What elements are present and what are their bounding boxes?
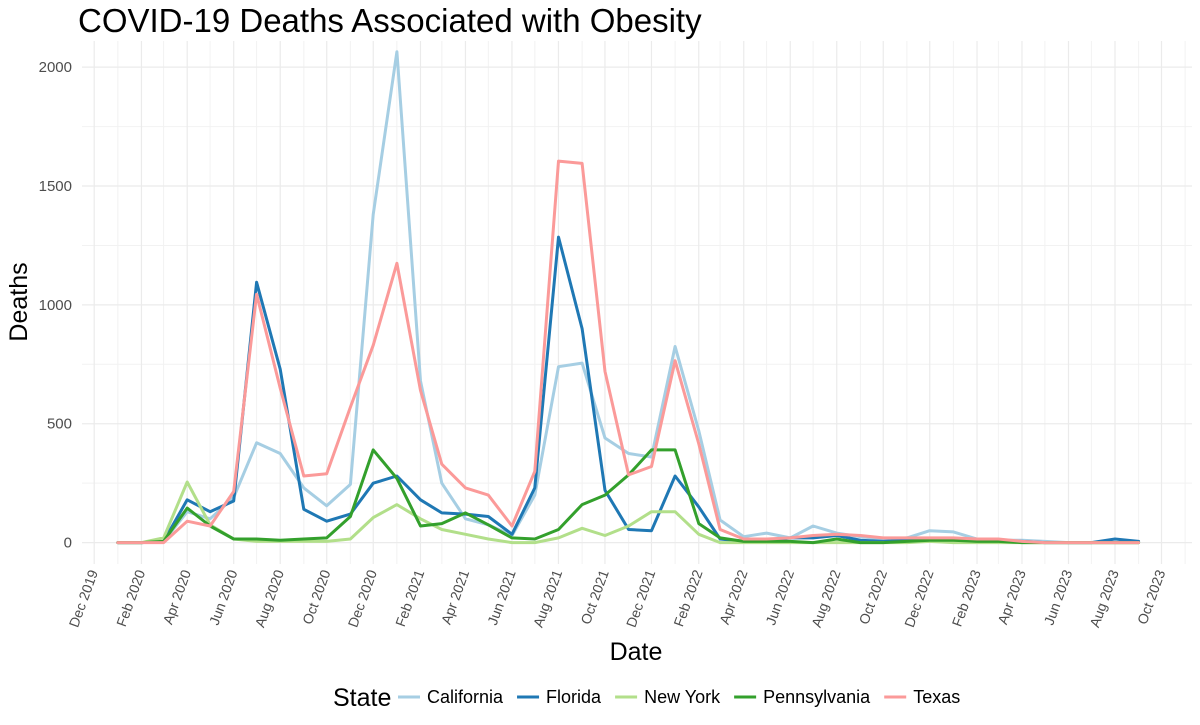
legend-label-florida: Florida: [546, 687, 602, 707]
x-tick-label: Jun 2020: [206, 567, 241, 627]
x-tick-label: Jun 2021: [484, 567, 519, 627]
x-tick-label: Feb 2022: [670, 567, 705, 628]
x-tick-label: Aug 2022: [808, 567, 844, 629]
x-tick-label: Dec 2021: [623, 567, 659, 629]
x-axis-title: Date: [610, 638, 663, 666]
y-tick-label: 1000: [39, 297, 72, 314]
legend-label-pennsylvania: Pennsylvania: [763, 687, 871, 707]
series-line-new-york: [116, 480, 1141, 545]
x-tick-label: Feb 2021: [392, 567, 427, 628]
legend: State California Florida New York Pennsylva…: [333, 684, 960, 712]
x-tick-label: Apr 2023: [994, 567, 1029, 626]
series-line-texas: [116, 159, 1141, 545]
y-tick-label: 0: [64, 535, 72, 552]
series-layer: [116, 50, 1141, 545]
y-tick-label: 2000: [39, 59, 72, 76]
grid-layer: [82, 41, 1192, 564]
x-tick-label: Oct 2021: [577, 567, 612, 626]
legend-label-texas: Texas: [913, 687, 960, 707]
chart-title: COVID-19 Deaths Associated with Obesity: [78, 2, 702, 39]
y-tick-label: 1500: [39, 178, 72, 195]
x-tick-label: Oct 2022: [856, 567, 891, 626]
legend-label-california: California: [427, 687, 504, 707]
y-tick-label: 500: [47, 416, 72, 433]
x-tick-label: Oct 2023: [1134, 567, 1169, 626]
x-tick-label: Feb 2023: [949, 567, 984, 628]
x-tick-label: Apr 2021: [438, 567, 473, 626]
legend-label-new-york: New York: [644, 687, 721, 707]
x-tick-label: Jun 2022: [762, 567, 797, 627]
x-tick-label: Apr 2022: [716, 567, 751, 626]
x-tick-label: Apr 2020: [160, 567, 195, 626]
x-tick-label: Jun 2023: [1041, 567, 1076, 627]
legend-title: State: [333, 684, 391, 712]
x-tick-label: Aug 2020: [251, 567, 287, 629]
x-tick-label: Dec 2022: [901, 567, 937, 629]
x-tick-label: Oct 2020: [299, 567, 334, 626]
x-tick-label: Dec 2019: [65, 567, 101, 629]
x-tick-label: Feb 2020: [113, 567, 148, 628]
x-tick-label: Aug 2023: [1086, 567, 1122, 629]
x-tick-label: Aug 2021: [530, 567, 566, 629]
series-line-california: [116, 50, 1141, 545]
x-tick-label: Dec 2020: [345, 567, 381, 629]
y-axis-title: Deaths: [5, 262, 33, 341]
